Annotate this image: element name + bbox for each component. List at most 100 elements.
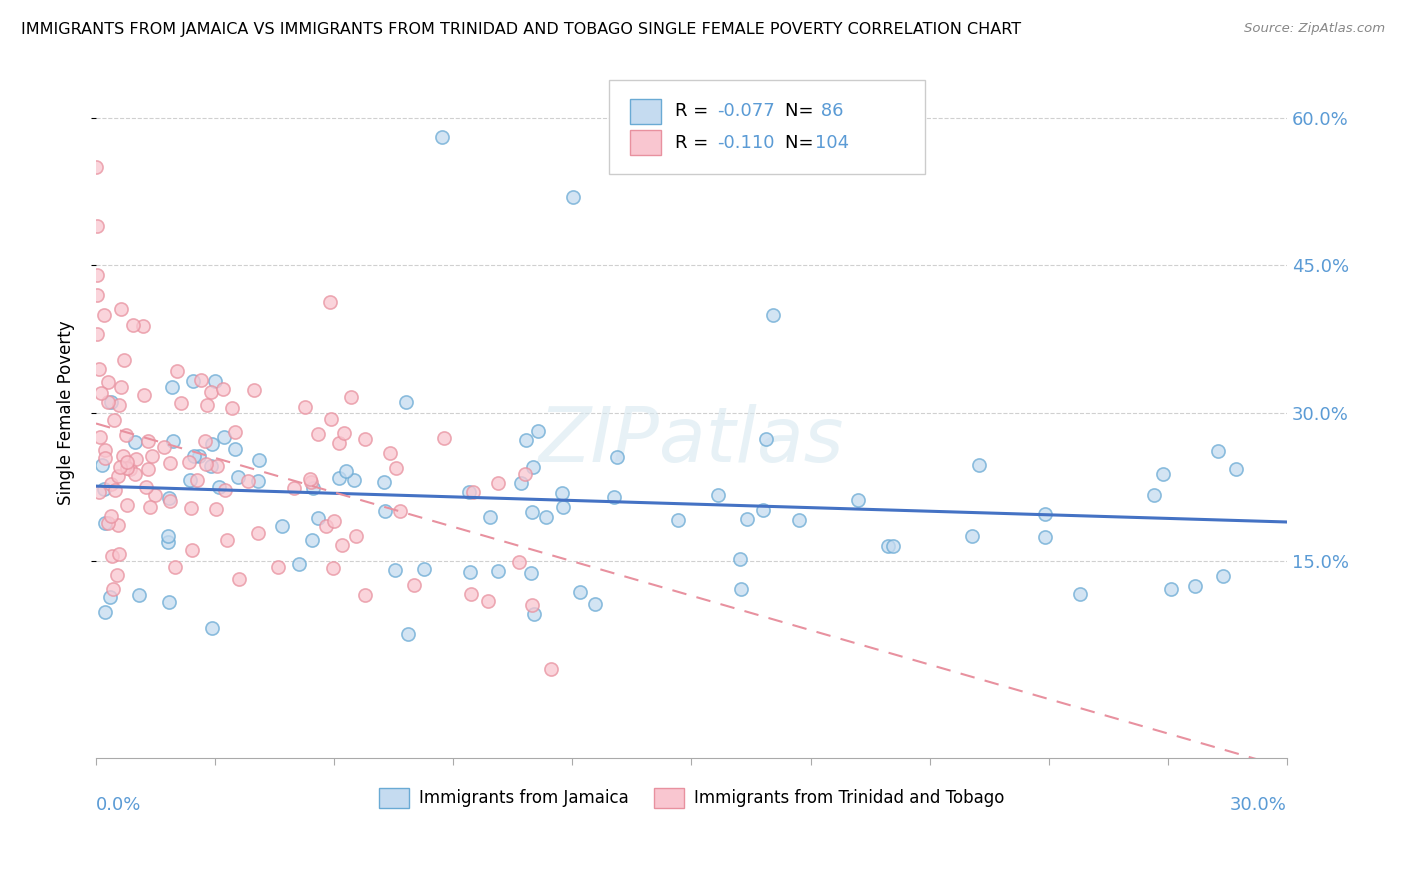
Point	[107, 518, 129, 533]
Point	[354, 432, 377, 446]
Point	[204, 375, 226, 389]
Text: N=: N=	[785, 103, 818, 120]
Point	[433, 431, 456, 445]
Point	[877, 540, 900, 554]
Point	[86, 268, 108, 283]
Point	[583, 598, 606, 612]
Point	[322, 561, 344, 575]
Point	[1069, 587, 1091, 601]
Point	[114, 427, 136, 442]
Point	[97, 395, 120, 409]
Point	[112, 449, 135, 463]
Point	[91, 458, 114, 473]
Point	[124, 467, 146, 481]
Point	[188, 449, 211, 463]
Point	[94, 516, 117, 531]
Point	[125, 452, 148, 467]
Point	[267, 559, 290, 574]
Text: ZIPatlas: ZIPatlas	[538, 404, 844, 477]
Point	[301, 533, 323, 547]
Point	[194, 434, 217, 448]
Point	[153, 440, 176, 454]
Point	[561, 189, 583, 203]
Point	[194, 457, 217, 471]
Point	[103, 413, 125, 427]
Point	[139, 500, 162, 514]
Point	[520, 505, 543, 519]
Point	[204, 501, 226, 516]
Point	[124, 435, 146, 450]
Point	[396, 627, 419, 641]
Text: 0.0%: 0.0%	[96, 796, 142, 814]
Point	[159, 493, 181, 508]
Point	[354, 588, 377, 602]
Point	[84, 160, 107, 174]
Point	[134, 388, 156, 402]
Point	[177, 455, 200, 469]
Point	[315, 519, 337, 533]
Point	[246, 474, 269, 488]
Point	[461, 485, 484, 500]
Point	[321, 411, 343, 425]
Point	[226, 469, 249, 483]
Point	[236, 474, 259, 488]
Point	[413, 562, 436, 576]
Point	[110, 460, 132, 475]
Point	[606, 450, 628, 464]
Point	[136, 434, 159, 449]
Point	[156, 529, 179, 543]
Point	[212, 382, 235, 396]
Point	[380, 445, 402, 459]
Point	[343, 473, 366, 487]
Point	[288, 557, 311, 571]
Point	[762, 308, 785, 322]
Point	[97, 516, 120, 530]
Point	[534, 510, 557, 524]
Point	[247, 526, 270, 541]
Point	[205, 459, 228, 474]
Point	[846, 492, 869, 507]
Point	[602, 490, 624, 504]
Point	[212, 430, 235, 444]
Point	[107, 469, 129, 483]
Point	[201, 621, 224, 635]
Point	[108, 398, 131, 412]
Point	[332, 425, 354, 440]
Point	[112, 352, 135, 367]
Text: N=: N=	[785, 134, 818, 152]
Point	[735, 512, 758, 526]
Point	[121, 318, 143, 332]
Point	[197, 398, 219, 412]
Point	[163, 559, 186, 574]
Point	[115, 461, 138, 475]
Point	[128, 588, 150, 602]
Point	[389, 503, 412, 517]
Point	[430, 130, 453, 145]
Point	[190, 373, 212, 387]
Y-axis label: Single Female Poverty: Single Female Poverty	[58, 321, 75, 506]
Point	[101, 549, 124, 563]
Point	[86, 288, 108, 302]
Point	[87, 485, 110, 500]
Point	[271, 519, 294, 533]
Point	[960, 528, 983, 542]
Point	[513, 467, 536, 482]
Point	[100, 508, 122, 523]
Point	[201, 437, 224, 451]
Point	[477, 594, 499, 608]
Point	[104, 483, 127, 497]
Point	[332, 538, 354, 552]
Point	[569, 584, 592, 599]
Point	[1152, 467, 1174, 482]
Point	[136, 462, 159, 476]
Point	[319, 295, 342, 310]
Point	[302, 481, 325, 495]
Point	[115, 499, 138, 513]
Point	[283, 481, 305, 495]
Text: Source: ZipAtlas.com: Source: ZipAtlas.com	[1244, 22, 1385, 36]
Point	[224, 442, 246, 457]
Point	[162, 434, 184, 449]
Point	[385, 460, 408, 475]
Point	[180, 501, 202, 516]
Point	[93, 605, 115, 619]
